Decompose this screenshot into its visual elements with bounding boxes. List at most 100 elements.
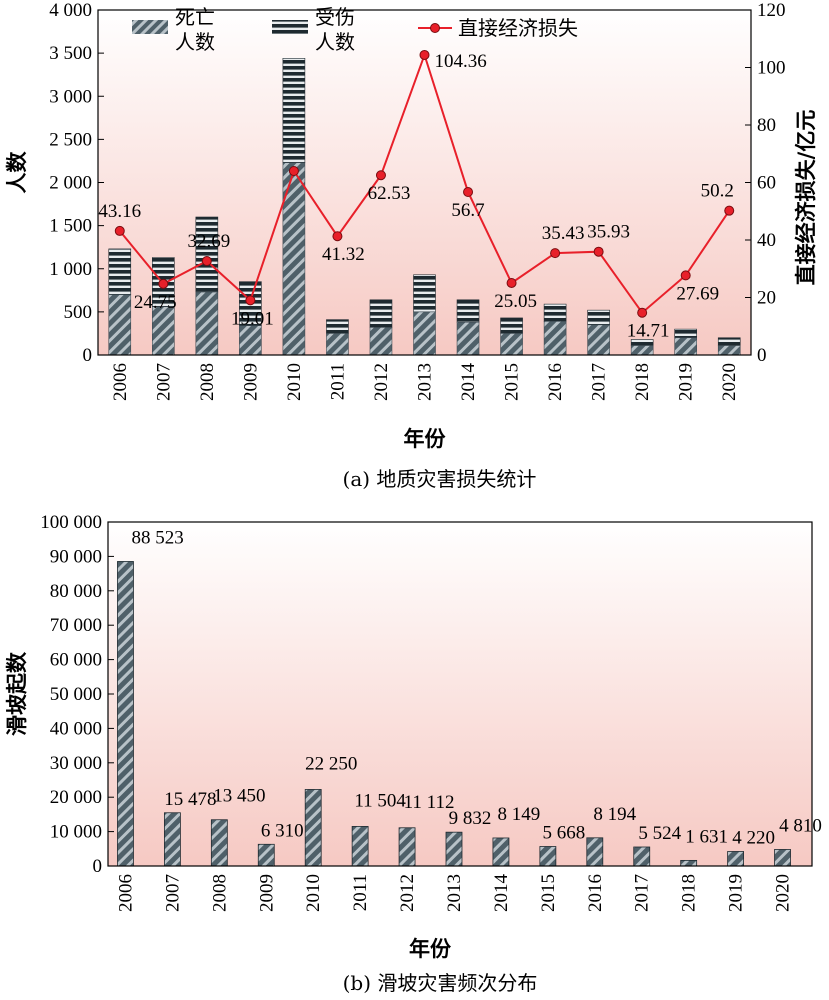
y-tick-label: 50 000	[50, 684, 102, 705]
x-tick-label: 2019	[726, 874, 747, 912]
bar-deaths	[152, 306, 175, 356]
bar-landslides	[727, 851, 744, 867]
y-tick-label: 20 000	[50, 787, 102, 808]
bar-landslides	[680, 859, 698, 867]
y-tick-label: 500	[64, 302, 93, 323]
x-tick-label: 2006	[115, 874, 136, 912]
caption-a: (a) 地质灾害损失统计	[343, 467, 537, 491]
y-tick-label: 10 000	[50, 822, 102, 843]
bar-landslides	[774, 849, 791, 867]
y-tick-label: 60 000	[50, 650, 102, 671]
x-tick-label: 2009	[240, 363, 261, 401]
x-tick-label: 2008	[197, 363, 218, 401]
bar-injured	[717, 337, 741, 346]
bar-landslides	[304, 789, 322, 867]
economic-loss-point	[637, 307, 648, 318]
legend-swatch-deaths	[132, 20, 168, 34]
bar-deaths	[630, 345, 654, 356]
bar-injured	[195, 216, 219, 293]
bar-deaths	[543, 321, 567, 356]
landslide-data-label: 1 631	[685, 826, 728, 847]
chart-a: 0 500 1 000 1 500 2 000 2 500 3 000 3 500 4 000 0…	[5, 0, 818, 491]
economic-loss-point	[506, 277, 517, 288]
loss-data-label: 62.53	[368, 183, 411, 204]
bar-landslides	[492, 837, 510, 867]
bar-deaths	[456, 321, 480, 356]
economic-loss-point	[332, 231, 343, 242]
legend-swatch-injured	[272, 20, 308, 34]
y2-tick-label: 120	[757, 0, 786, 21]
plot-area-b	[108, 522, 812, 866]
x-tick-label: 2010	[303, 874, 324, 912]
landslide-data-label: 22 250	[305, 753, 357, 774]
economic-loss-point	[375, 170, 386, 181]
landslide-data-label: 6 310	[261, 820, 304, 841]
x-tick-label: 2010	[284, 363, 305, 401]
economic-loss-point	[550, 248, 561, 259]
x-tick-label: 2009	[256, 874, 277, 912]
bar-landslides	[445, 831, 463, 867]
x-tick-label: 2017	[589, 363, 610, 401]
y-tick-label: 80 000	[50, 581, 102, 602]
plot-frame-b	[107, 521, 813, 867]
loss-data-label: 27.69	[676, 283, 719, 304]
loss-data-label: 14.71	[627, 321, 670, 342]
x-tick-label: 2017	[632, 874, 653, 912]
economic-loss-point	[114, 225, 125, 236]
landslide-data-label: 9 832	[449, 808, 492, 829]
bar-landslides	[633, 846, 651, 867]
x-tick-label: 2019	[676, 363, 697, 401]
bar-injured	[456, 299, 480, 323]
economic-loss-point	[724, 205, 735, 216]
y2-tick-label: 60	[757, 173, 776, 194]
x-tick-label: 2011	[327, 363, 348, 400]
x-tick-label: 2016	[545, 363, 566, 401]
landslide-data-label: 5 524	[638, 823, 681, 844]
bar-injured	[326, 319, 349, 334]
legend-label-injured: 人数	[315, 30, 355, 54]
bar-injured	[674, 328, 698, 339]
bar-injured	[108, 248, 132, 295]
bar-deaths	[587, 324, 610, 356]
loss-data-label: 25.05	[494, 291, 537, 312]
x-tick-label: 2015	[538, 874, 559, 912]
x-tick-label: 2018	[632, 363, 653, 401]
legend-label-injured: 受伤	[315, 5, 355, 29]
loss-data-label: 19.01	[231, 308, 274, 329]
landslide-data-label: 15 478	[164, 789, 216, 810]
loss-data-label: 104.36	[435, 51, 487, 72]
x-tick-label: 2020	[719, 363, 740, 401]
bar-landslides	[163, 812, 181, 867]
economic-loss-point	[593, 246, 604, 257]
landslide-data-label: 8 149	[498, 804, 541, 825]
x-tick-label: 2012	[397, 874, 418, 912]
y-tick-label: 0	[93, 856, 103, 877]
bar-injured	[500, 317, 523, 334]
x-axis-title: 年份	[409, 937, 452, 961]
x-tick-label: 2013	[415, 363, 436, 401]
economic-loss-point	[419, 49, 430, 60]
landslide-data-label: 11 504	[354, 790, 406, 811]
bar-deaths	[674, 337, 698, 356]
y-tick-label: 100 000	[40, 512, 102, 533]
y2-tick-label: 80	[757, 115, 776, 136]
y2-tick-label: 100	[757, 58, 786, 79]
bar-injured	[282, 57, 306, 163]
bar-deaths	[500, 333, 523, 356]
x-tick-label: 2013	[444, 874, 465, 912]
y-tick-label: 40 000	[50, 718, 102, 739]
loss-data-label: 41.32	[322, 244, 365, 265]
legend-label-deaths: 人数	[175, 30, 215, 54]
landslide-data-label: 11 112	[404, 792, 455, 813]
loss-data-label: 35.93	[587, 222, 630, 243]
bar-deaths	[326, 333, 349, 356]
bar-landslides	[539, 846, 557, 867]
bar-landslides	[586, 837, 604, 867]
y-tick-label: 4 000	[49, 0, 92, 21]
bar-injured	[543, 303, 567, 322]
y2-axis-title: 直接经济损失/亿元	[794, 110, 818, 286]
loss-data-label: 56.7	[451, 200, 484, 221]
y2-tick-label: 40	[757, 230, 776, 251]
bar-injured	[587, 309, 610, 326]
